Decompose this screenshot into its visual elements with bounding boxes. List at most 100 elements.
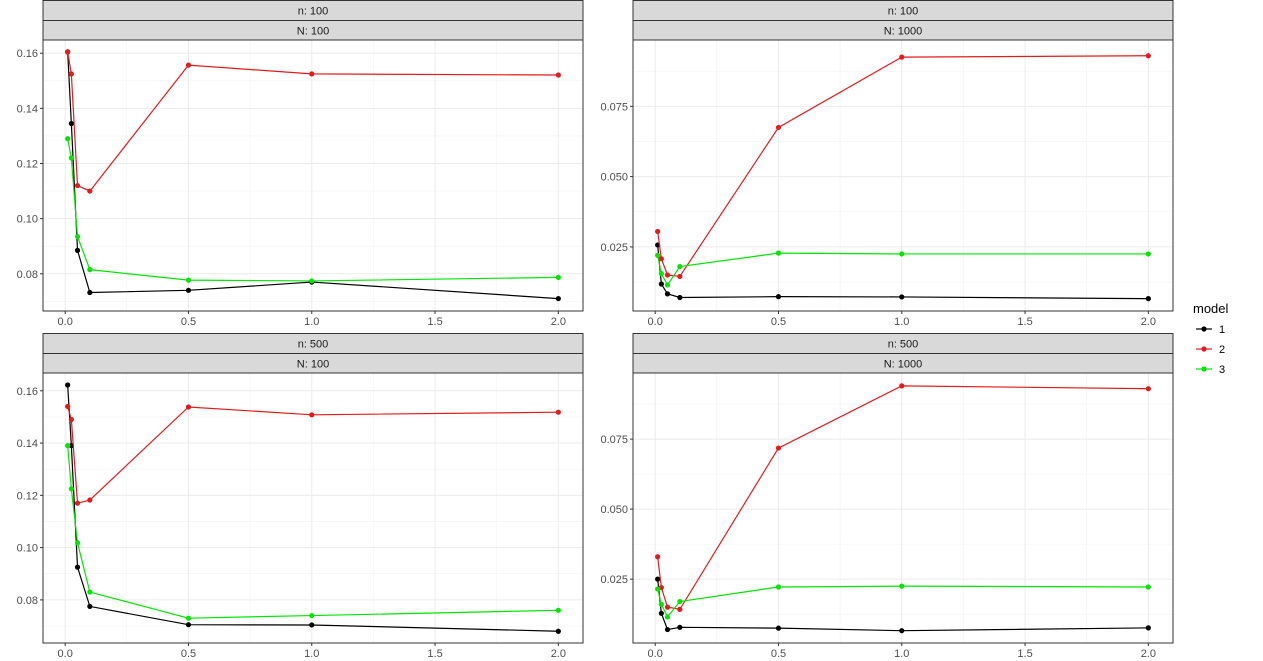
data-point [775,124,782,131]
facet-panel-3: n: 500 N: 100 0.08 0.10 0.12 0.14 0.16 0.0 0.5 1.… [17,333,584,660]
data-point [899,54,905,60]
data-point [775,250,782,256]
data-point [658,281,664,287]
data-point [677,294,683,301]
legend-label: 1 [1219,324,1225,336]
strip-top-label: n: 100 [888,6,919,18]
data-point [775,445,782,451]
data-point [1145,53,1151,59]
data-point [68,416,74,423]
x-tick-label: 2.0 [1141,316,1156,328]
facet-panel-4: n: 500 N: 1000 0.025 0.050 0.075 0.0 0.5 1.0 1.5… [600,333,1174,660]
data-point [74,233,81,240]
data-point [87,497,93,503]
data-point [899,294,905,300]
data-point [185,615,192,621]
facet-panel-2: n: 100 N: 1000 0.025 0.050 0.075 0.0 0.5 1.0 1.5… [600,0,1174,328]
strip-bottom-label: N: 1000 [884,26,923,38]
x-tick-label: 0.5 [181,648,196,660]
data-point [677,624,683,630]
x-tick-label: 2.0 [551,648,566,660]
data-point [555,72,561,78]
x-tick-label: 0.0 [648,316,663,328]
x-tick-label: 1.5 [427,648,442,660]
y-tick-label: 0.050 [600,172,628,184]
legend-label: 2 [1219,344,1225,356]
series-model-1 [655,242,1151,302]
y-tick-label: 0.025 [600,574,628,586]
data-point [899,583,905,589]
data-point [1145,584,1151,590]
series-model-1 [655,576,1151,634]
panel-background [633,373,1173,643]
y-tick-label: 0.050 [600,504,628,516]
legend-key-point [1201,366,1207,372]
data-point [1145,296,1151,302]
data-point [87,188,93,194]
x-tick-label: 0.0 [58,648,73,660]
y-tick-label: 0.16 [17,386,38,398]
legend-key-point [1201,346,1207,352]
panel-border [42,39,584,312]
data-point [555,274,561,280]
data-point [658,610,664,616]
data-point [1145,251,1151,257]
x-tick-label: 1.0 [894,648,909,660]
data-point [677,598,683,605]
y-tick-label: 0.12 [17,159,38,171]
data-point [677,606,683,612]
data-point [899,628,905,634]
data-point [655,252,661,258]
y-tick-label: 0.08 [17,269,38,281]
data-point [555,295,561,302]
x-tick-label: 0.5 [771,316,786,328]
data-point [68,155,74,161]
x-tick-label: 1.0 [304,316,319,328]
data-point [185,287,192,293]
data-point [658,256,664,262]
data-point [664,626,671,633]
x-tick-label: 0.0 [58,316,73,328]
y-tick-label: 0.025 [600,242,628,254]
legend-key-point [1201,326,1207,332]
data-point [655,228,661,235]
data-point [655,576,661,582]
panel-background [633,40,1173,311]
legend: model 1 2 3 [1193,301,1229,376]
data-point [775,294,782,300]
series-model-3 [655,583,1151,620]
panel-border [632,372,1174,644]
data-point [185,62,192,68]
panel-border [632,39,1174,312]
x-tick-label: 2.0 [1141,648,1156,660]
x-tick-label: 2.0 [551,316,566,328]
series-model-3 [655,250,1151,288]
legend-item-1: 1 [1196,324,1225,336]
data-point [309,412,315,418]
data-point [309,278,315,284]
series-model-2 [65,403,561,506]
data-point [555,409,561,415]
x-tick-label: 1.5 [1017,648,1032,660]
y-tick-label: 0.14 [17,438,38,450]
y-tick-label: 0.14 [17,103,38,115]
y-tick-label: 0.16 [17,48,38,60]
x-tick-label: 0.5 [181,316,196,328]
x-tick-label: 1.5 [427,316,442,328]
data-point [185,277,192,283]
series-model-3 [65,443,561,621]
x-tick-label: 1.5 [1017,316,1032,328]
x-tick-label: 0.0 [648,648,663,660]
strip-top-label: n: 500 [298,339,329,351]
data-point [74,182,81,189]
gridlines [633,373,1173,643]
data-point [74,247,81,253]
data-point [1145,386,1151,392]
data-point [87,589,93,595]
data-point [899,251,905,257]
x-tick-label: 1.0 [894,316,909,328]
legend-label: 3 [1219,364,1225,376]
series-model-2 [65,49,561,194]
data-point [775,584,782,590]
data-point [677,273,683,280]
